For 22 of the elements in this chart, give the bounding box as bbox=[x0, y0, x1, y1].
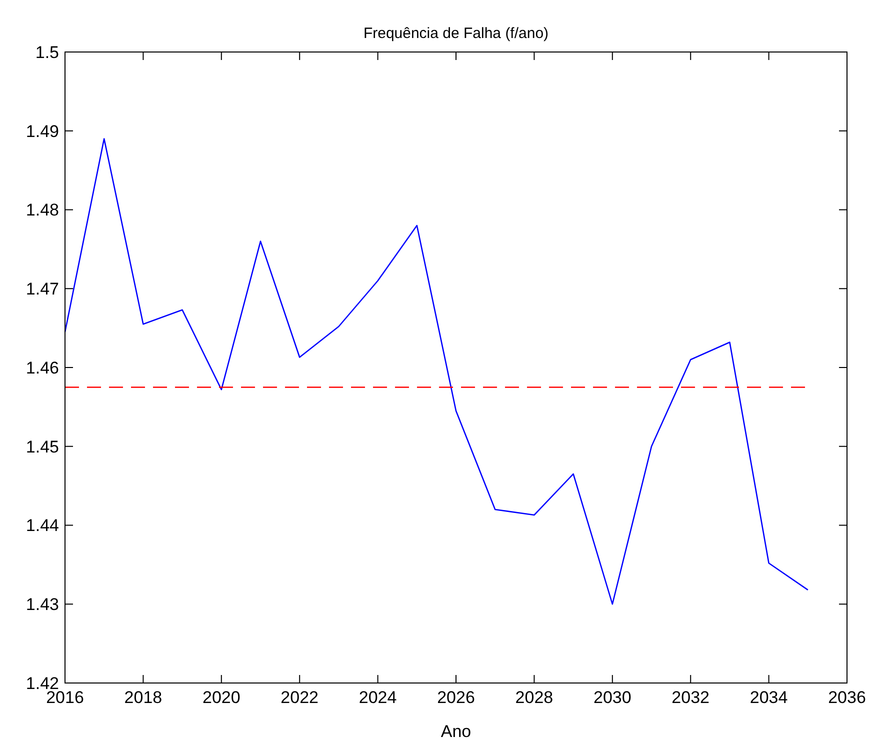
x-tick-label: 2030 bbox=[593, 688, 632, 707]
x-tick-label: 2022 bbox=[280, 688, 319, 707]
y-tick-label: 1.44 bbox=[26, 516, 59, 536]
x-tick-label: 2036 bbox=[828, 688, 866, 707]
x-tick-label: 2016 bbox=[46, 688, 84, 707]
x-axis-title: Ano bbox=[440, 722, 472, 741]
x-tick-label: 2018 bbox=[124, 688, 162, 707]
x-tick-label: 2032 bbox=[672, 688, 710, 707]
y-tick-label: 1.43 bbox=[26, 595, 59, 614]
y-tick-label: 1.45 bbox=[26, 437, 59, 456]
chart-title: Frequência de Falha (f/ano) bbox=[363, 25, 549, 42]
x-tick-label: 2034 bbox=[750, 688, 788, 707]
y-tick-label: 1.46 bbox=[26, 358, 59, 378]
y-tick-label: 1.5 bbox=[35, 42, 59, 62]
x-tick-label: 2028 bbox=[515, 688, 554, 707]
y-tick-label: 1.49 bbox=[26, 122, 59, 141]
line-series bbox=[64, 138, 809, 605]
y-tick-label: 1.48 bbox=[26, 200, 59, 220]
x-tick-label: 2026 bbox=[437, 688, 475, 707]
x-tick-label: 2024 bbox=[358, 688, 397, 707]
y-tick-label: 1.47 bbox=[26, 280, 59, 299]
x-tick-label: 2020 bbox=[202, 688, 240, 707]
